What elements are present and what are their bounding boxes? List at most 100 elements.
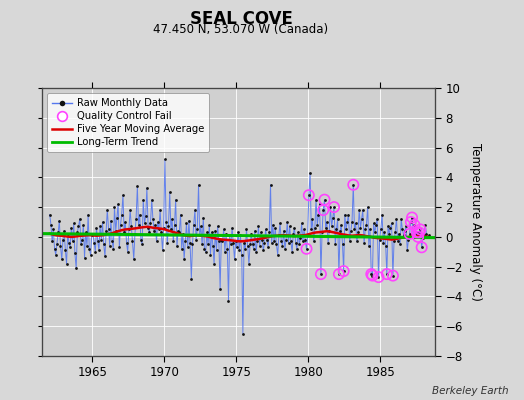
Point	[180, 256, 188, 262]
Point	[211, 228, 220, 234]
Point	[301, 237, 309, 243]
Point	[350, 226, 358, 233]
Point	[133, 183, 141, 190]
Point	[210, 260, 219, 267]
Point	[85, 246, 93, 252]
Point	[162, 219, 170, 225]
Point	[61, 247, 70, 254]
Point	[136, 211, 144, 218]
Point	[423, 234, 432, 240]
Point	[66, 244, 74, 250]
Point	[385, 231, 394, 237]
Point	[191, 207, 199, 213]
Point	[279, 228, 288, 234]
Point	[354, 229, 362, 236]
Point	[164, 223, 172, 230]
Point	[213, 223, 222, 230]
Point	[374, 274, 383, 280]
Point	[266, 182, 275, 188]
Point	[173, 243, 181, 249]
Point	[278, 243, 287, 249]
Point	[252, 248, 260, 255]
Point	[53, 241, 61, 248]
Point	[177, 211, 185, 218]
Point	[196, 223, 205, 230]
Point	[401, 228, 409, 234]
Point	[245, 260, 253, 267]
Point	[304, 192, 313, 198]
Point	[48, 238, 57, 244]
Point	[143, 184, 151, 191]
Point	[63, 231, 72, 237]
Point	[215, 238, 223, 244]
Point	[282, 237, 290, 243]
Point	[374, 274, 383, 280]
Point	[247, 231, 255, 237]
Point	[58, 256, 66, 262]
Text: SEAL COVE: SEAL COVE	[190, 10, 292, 28]
Point	[259, 247, 268, 254]
Point	[228, 225, 236, 231]
Point	[70, 220, 78, 227]
Point	[329, 214, 337, 221]
Point	[372, 222, 380, 228]
Point	[231, 256, 239, 262]
Point	[233, 244, 241, 250]
Point	[397, 216, 406, 222]
Point	[125, 226, 133, 233]
Point	[414, 234, 422, 240]
Point	[390, 238, 398, 244]
Point	[302, 246, 311, 252]
Point	[416, 226, 424, 233]
Point	[206, 252, 215, 258]
Point	[349, 182, 357, 188]
Point	[193, 226, 201, 233]
Point	[190, 222, 198, 228]
Point	[139, 196, 147, 203]
Point	[378, 211, 386, 218]
Point	[157, 229, 166, 236]
Point	[181, 238, 190, 244]
Point	[343, 219, 352, 225]
Point	[166, 189, 174, 196]
Point	[46, 211, 54, 218]
Point	[408, 214, 416, 221]
Point	[365, 243, 373, 249]
Point	[323, 219, 331, 225]
Point	[257, 229, 265, 236]
Point	[265, 229, 274, 236]
Point	[398, 226, 407, 233]
Point	[303, 232, 312, 238]
Point	[414, 234, 422, 240]
Point	[239, 330, 247, 337]
Point	[241, 246, 249, 252]
Point	[104, 226, 113, 233]
Point	[86, 252, 95, 258]
Point	[203, 229, 211, 236]
Point	[287, 238, 295, 244]
Point	[74, 223, 83, 230]
Point	[119, 192, 127, 198]
Point	[184, 217, 193, 224]
Point	[244, 243, 252, 249]
Point	[258, 237, 266, 243]
Point	[415, 229, 423, 236]
Point	[313, 222, 322, 228]
Point	[138, 241, 146, 248]
Point	[73, 229, 82, 236]
Point	[199, 214, 208, 221]
Point	[296, 235, 304, 242]
Point	[362, 222, 370, 228]
Point	[310, 238, 318, 244]
Point	[145, 229, 154, 236]
Point	[275, 232, 283, 238]
Point	[422, 231, 431, 237]
Point	[84, 211, 92, 218]
Point	[175, 229, 183, 236]
Point	[159, 225, 168, 231]
Point	[129, 256, 138, 262]
Point	[204, 241, 212, 248]
Point	[412, 229, 421, 236]
Point	[379, 240, 387, 246]
Point	[186, 240, 194, 246]
